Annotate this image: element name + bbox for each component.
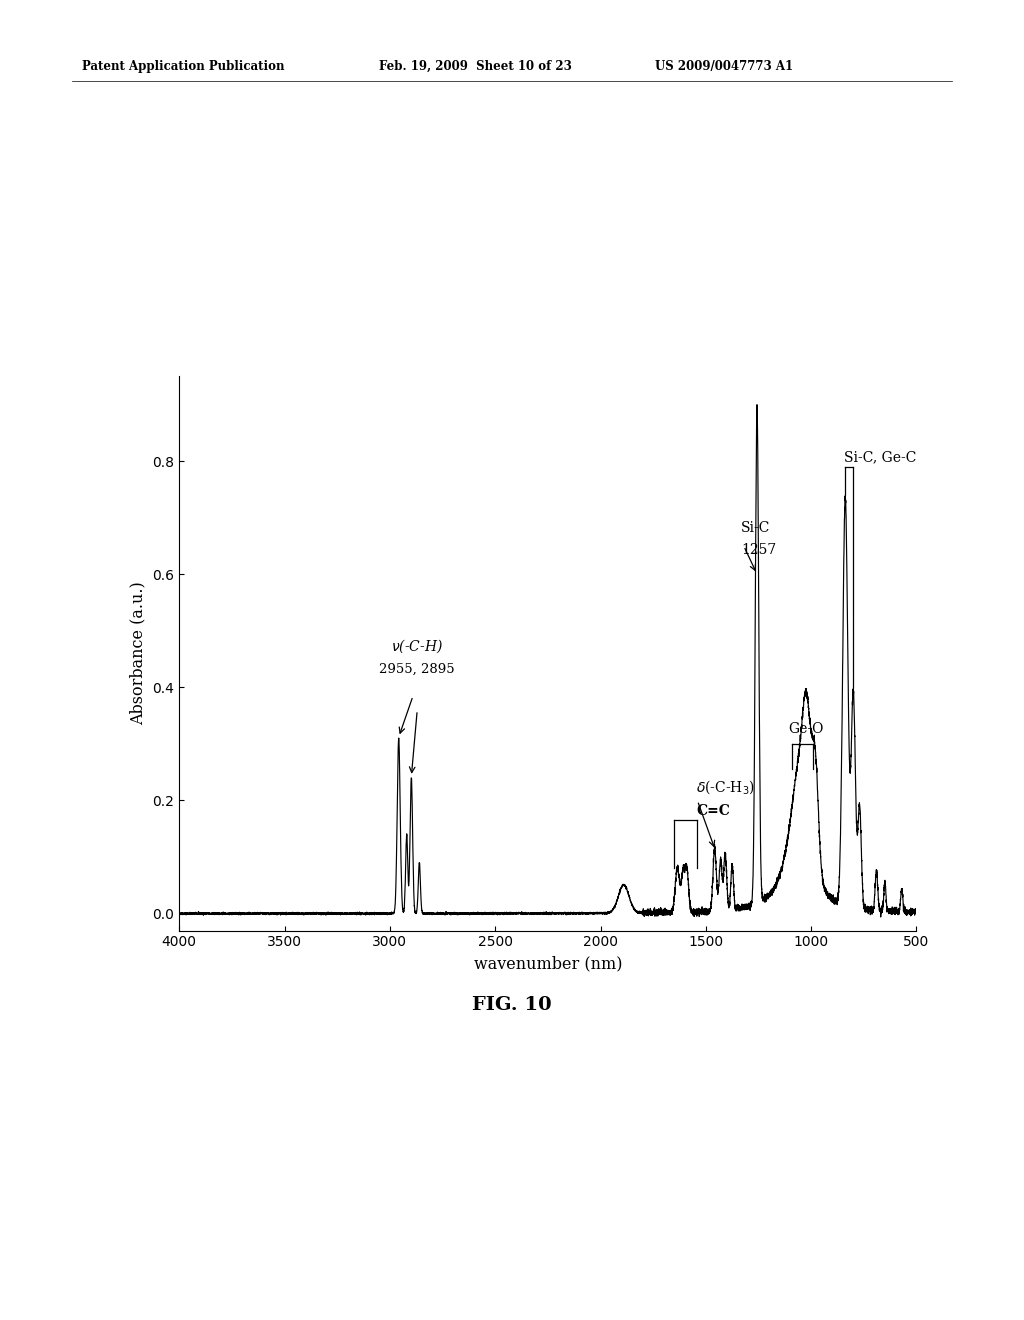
Text: Si-C, Ge-C: Si-C, Ge-C [844,450,916,465]
Text: $\nu$(-C-H): $\nu$(-C-H) [391,638,443,655]
Text: Ge-O: Ge-O [788,722,823,735]
X-axis label: wavenumber (nm): wavenumber (nm) [473,954,623,972]
Text: $\delta$(-C-H$_3$): $\delta$(-C-H$_3$) [696,779,756,796]
Text: C=C: C=C [696,804,730,817]
Text: Patent Application Publication: Patent Application Publication [82,59,285,73]
Text: US 2009/0047773 A1: US 2009/0047773 A1 [655,59,794,73]
Text: Feb. 19, 2009  Sheet 10 of 23: Feb. 19, 2009 Sheet 10 of 23 [379,59,571,73]
Text: 1257: 1257 [741,544,776,557]
Text: Si-C: Si-C [741,521,771,535]
Y-axis label: Absorbance (a.u.): Absorbance (a.u.) [130,582,146,725]
Text: FIG. 10: FIG. 10 [472,995,552,1014]
Text: 2955, 2895: 2955, 2895 [380,663,455,676]
